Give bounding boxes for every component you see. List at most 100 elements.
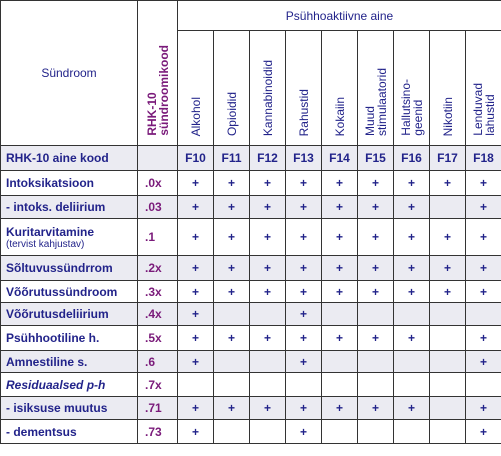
mark-cell: + <box>357 280 394 303</box>
mark-cell: + <box>321 396 358 420</box>
mark-cell: + <box>249 280 286 303</box>
syndrome-sublabel: (tervist kahjustav) <box>6 238 85 250</box>
syndrome-label: Võõrutusdeliirium <box>0 302 138 326</box>
mark-cell: + <box>213 396 250 420</box>
substance-header: Opioidid <box>213 30 250 146</box>
mark-cell: + <box>429 218 466 256</box>
mark-cell <box>357 372 394 397</box>
substance-code: F14 <box>321 145 358 171</box>
mark-cell <box>393 372 430 397</box>
mark-cell: + <box>177 170 214 196</box>
mark-cell <box>357 419 394 444</box>
substance-header: Alkohol <box>177 30 214 146</box>
mark-cell <box>249 419 286 444</box>
mark-cell: + <box>465 350 501 373</box>
mark-cell: + <box>285 195 322 219</box>
mark-cell: + <box>321 280 358 303</box>
syndrome-code: .6 <box>137 350 178 373</box>
substance-name: Lenduvad lahustid <box>470 83 497 136</box>
mark-cell <box>213 372 250 397</box>
mark-cell: + <box>393 195 430 219</box>
mark-cell: + <box>213 195 250 219</box>
mark-cell: + <box>357 195 394 219</box>
syndrome-code: .2x <box>137 255 178 281</box>
syndrome-label: Amnestiline s. <box>0 350 138 373</box>
mark-cell: + <box>465 255 501 281</box>
group-header: Psühhoaktiivne aine <box>177 0 501 31</box>
mark-cell: + <box>429 170 466 196</box>
syndrome-row: Psühhootiline h. .5x + + + + + + + + <box>0 325 501 351</box>
substance-header: Hallutsino- geenid <box>393 30 430 146</box>
syndrome-code: .71 <box>137 396 178 420</box>
syndrome-label: - isiksuse muutus <box>0 396 138 420</box>
syndrome-row: - isiksuse muutus .71 + + + + + + + + <box>0 396 501 420</box>
mark-cell <box>393 302 430 326</box>
mark-cell <box>429 396 466 420</box>
mark-cell: + <box>465 325 501 351</box>
mark-cell: + <box>177 325 214 351</box>
syndrome-name: Võõrutussündroom <box>6 284 118 299</box>
mark-cell: + <box>249 170 286 196</box>
mark-cell: + <box>177 218 214 256</box>
mark-cell <box>429 325 466 351</box>
mark-cell: + <box>393 255 430 281</box>
syndrome-name: Kuritarvitamine <box>6 224 95 239</box>
mark-cell: + <box>393 280 430 303</box>
syndrome-name: Amnestiline s. <box>6 354 88 369</box>
substance-header: Lenduvad lahustid <box>465 30 501 146</box>
mark-cell <box>321 350 358 373</box>
code-row-label: RHK-10 aine kood <box>0 145 138 171</box>
syndrome-table: Sündroom RHK-10 sündroomikood Psühhoakti… <box>0 0 501 444</box>
mark-cell <box>429 302 466 326</box>
code-header-text: RHK-10 sündroomikood <box>144 45 171 136</box>
syndrome-code: .4x <box>137 302 178 326</box>
syndrome-label: - dementsus <box>0 419 138 444</box>
mark-cell: + <box>429 255 466 281</box>
syndrome-row: Intoksikatsioon .0x + + + + + + + + + <box>0 170 501 196</box>
mark-cell <box>213 350 250 373</box>
mark-cell: + <box>465 396 501 420</box>
substance-header: Kokaiin <box>321 30 358 146</box>
substance-header: Muud stimulaatorid <box>357 30 394 146</box>
mark-cell: + <box>393 325 430 351</box>
mark-cell: + <box>321 195 358 219</box>
mark-cell: + <box>285 302 322 326</box>
mark-cell: + <box>285 170 322 196</box>
substance-row: Alkohol Opioidid Kannabinoidid Rahustid Koka… <box>1 30 501 146</box>
syndrome-name: Psühhootiline h. <box>6 331 100 345</box>
mark-cell <box>249 350 286 373</box>
mark-cell <box>249 302 286 326</box>
mark-cell: + <box>285 218 322 256</box>
syndrome-name: Võõrutusdeliirium <box>6 307 109 321</box>
substance-header: Rahustid <box>285 30 322 146</box>
mark-cell <box>213 419 250 444</box>
mark-cell <box>465 302 501 326</box>
code-row: RHK-10 aine kood F10 F11 F12 F13 F14 F15 F16 F17… <box>0 145 501 171</box>
mark-cell <box>429 195 466 219</box>
mark-cell: + <box>285 396 322 420</box>
syndrome-code: .1 <box>137 218 178 256</box>
mark-cell: + <box>321 325 358 351</box>
mark-cell: + <box>213 218 250 256</box>
substance-code: F11 <box>213 145 250 171</box>
mark-cell <box>429 350 466 373</box>
mark-cell: + <box>177 350 214 373</box>
mark-cell: + <box>177 302 214 326</box>
mark-cell: + <box>177 280 214 303</box>
mark-cell: + <box>285 325 322 351</box>
mark-cell: + <box>357 396 394 420</box>
mark-cell <box>393 350 430 373</box>
syndrome-row: Sõltuvussündrrom .2x + + + + + + + + + <box>0 255 501 281</box>
substance-name: Alkohol <box>188 96 203 136</box>
mark-cell: + <box>465 170 501 196</box>
substance-name: Nikotiin <box>440 96 455 136</box>
mark-cell: + <box>285 419 322 444</box>
mark-cell: + <box>213 280 250 303</box>
syndrome-label: - intoks. deliirium <box>0 195 138 219</box>
mark-cell <box>321 372 358 397</box>
syndrome-name: - dementsus <box>6 424 77 439</box>
mark-cell <box>177 372 214 397</box>
substance-name: Opioidid <box>224 91 239 136</box>
mark-cell <box>465 372 501 397</box>
substance-header: Kannabinoidid <box>249 30 286 146</box>
